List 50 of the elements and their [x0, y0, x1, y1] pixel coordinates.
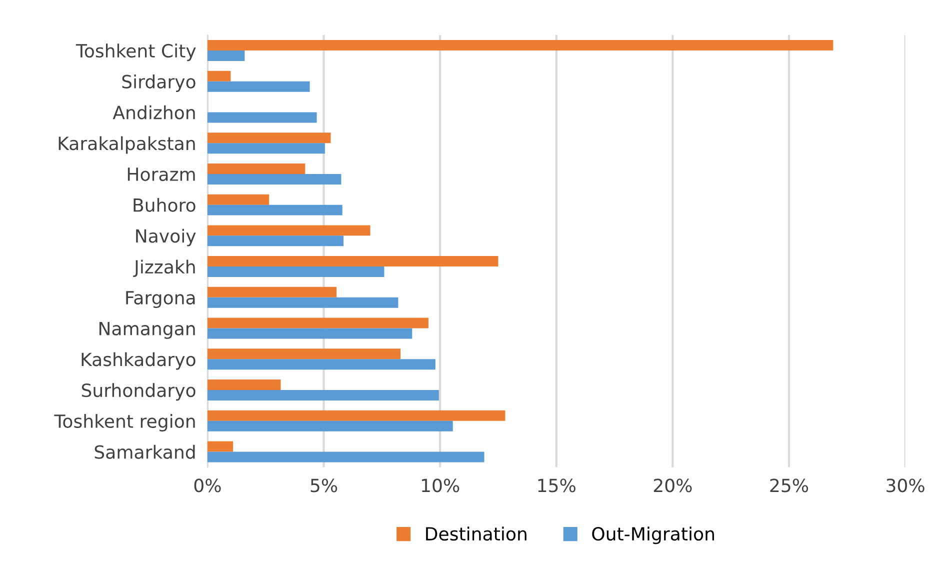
y-tick-label: Samarkand — [94, 444, 195, 459]
x-tick-label: 15% — [538, 478, 576, 492]
bar — [207, 70, 231, 82]
y-tick-label: Fargona — [126, 291, 195, 308]
y-tick-label: Navoiy — [136, 228, 196, 246]
x-tick-label: 30% — [886, 478, 924, 492]
y-tick-label: Namangan — [99, 322, 195, 339]
bar — [207, 143, 325, 154]
bar — [207, 225, 370, 236]
bar — [207, 132, 331, 144]
bar — [207, 40, 834, 50]
y-tick-label: Kashkadaryo — [82, 352, 196, 370]
bar — [207, 204, 342, 216]
bar — [207, 328, 412, 339]
bar — [207, 297, 398, 308]
bar — [207, 452, 484, 462]
y-tick-label: Jizzakh — [133, 260, 195, 278]
bar — [207, 50, 245, 61]
bar — [207, 174, 342, 184]
bar — [207, 318, 428, 328]
bar — [207, 410, 506, 421]
bar — [207, 266, 384, 278]
y-tick-label: Surhondaryo — [82, 383, 196, 401]
bar — [207, 163, 306, 174]
bar — [207, 348, 401, 360]
bar — [207, 112, 317, 123]
x-tick-label: 20% — [654, 478, 692, 492]
y-tick-label: Karakalpakstan — [58, 136, 195, 154]
legend-label: Out-Migration — [592, 526, 714, 544]
y-tick-label: Horazm — [128, 168, 195, 182]
x-tick-label: 5% — [310, 478, 338, 492]
y-tick-label: Toshkent City — [76, 44, 196, 62]
y-tick-label: Toshkent region — [54, 414, 195, 432]
bar — [207, 390, 439, 401]
bar — [207, 236, 344, 246]
bar — [207, 359, 436, 370]
bar — [207, 286, 337, 298]
x-tick-label: 0% — [194, 478, 221, 492]
legend-label: Destination — [426, 526, 526, 541]
bar — [207, 256, 498, 267]
y-tick-label: Buhoro — [134, 198, 196, 212]
bar — [207, 420, 453, 432]
bar — [207, 380, 281, 390]
x-tick-label: 10% — [422, 478, 460, 492]
bar — [207, 194, 270, 205]
y-tick-label: Sirdaryo — [122, 74, 196, 92]
bar — [207, 81, 310, 92]
x-tick-label: 25% — [770, 478, 808, 492]
bar — [207, 441, 234, 452]
y-tick-label: Andizhon — [112, 105, 195, 120]
